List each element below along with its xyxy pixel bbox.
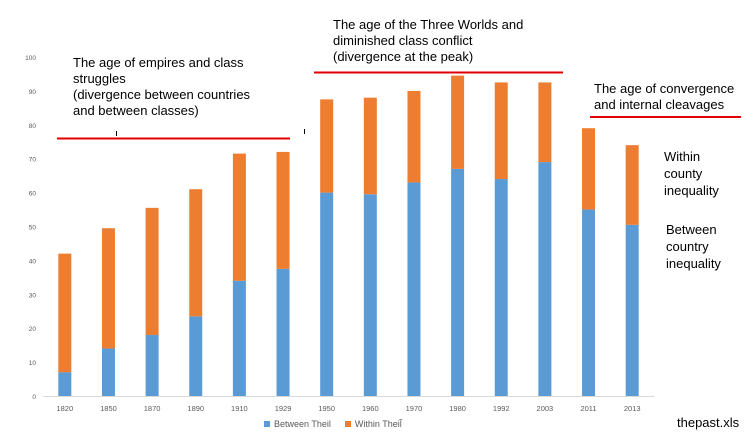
annotation-three-worlds: The age of the Three Worlds and diminish…: [333, 17, 523, 65]
annotation-empires-line-2: struggles: [73, 71, 126, 86]
legend-item-within: Within Theil̃: [344, 419, 402, 429]
annotation-empires-line-4: and between classes): [73, 103, 199, 118]
bar-between-1820: [58, 372, 72, 396]
y-tick-label: 20: [29, 326, 37, 333]
x-tick-label: 1870: [144, 404, 161, 413]
bar-between-1960: [363, 194, 377, 396]
annotation-three-worlds-line-1: The age of the Three Worlds and: [333, 17, 524, 32]
y-tick-label: 30: [29, 292, 37, 299]
legend-label-between: Between Theil: [274, 419, 331, 429]
legend-swatch-between: [264, 421, 270, 427]
legend-item-between: Between Theil: [264, 419, 331, 429]
bar-between-1929: [276, 268, 290, 396]
bar-within-2003: [538, 82, 552, 163]
bar-within-2013: [625, 145, 639, 225]
legend-label-within: Within Theil̃: [354, 419, 402, 429]
source-label: thepast.xls: [677, 415, 740, 430]
annotation-three-worlds-line-3: (divergence at the peak): [333, 49, 474, 64]
annotation-between-inequality: Between country inequality: [666, 221, 721, 272]
x-tick-label: 1890: [187, 404, 204, 413]
bar-within-1950: [320, 99, 334, 193]
annotation-within-inequality: Within county inequality: [664, 148, 719, 199]
bar-within-1890: [189, 189, 203, 317]
bar-between-1910: [232, 280, 246, 396]
y-tick-label: 0: [32, 394, 36, 401]
y-tick-label: 40: [29, 258, 37, 265]
annotation-convergence: The age of convergence and internal clea…: [594, 81, 734, 113]
bar-within-1980: [451, 75, 465, 169]
x-tick-label: 2011: [580, 404, 596, 413]
x-tick-label: 2013: [624, 404, 641, 413]
annotation-within-line-2: county: [664, 166, 703, 181]
annotation-empires-line-3: (divergence between countries: [73, 87, 251, 102]
annotation-between-line-3: inequality: [666, 256, 721, 271]
annotation-between-line-2: country: [666, 239, 709, 254]
bar-between-2003: [538, 162, 552, 396]
annotation-empires-line-1: The age of empires and class: [73, 55, 244, 70]
bar-between-1970: [407, 182, 421, 396]
bar-within-1870: [145, 207, 159, 335]
annotation-empires: The age of empires and class struggles (…: [73, 55, 250, 119]
bar-between-2011: [582, 209, 596, 396]
y-tick-label: 100: [25, 55, 36, 62]
annotation-convergence-line-2: and internal cleavages: [594, 97, 725, 112]
bar-between-1870: [145, 334, 159, 396]
bar-within-2011: [582, 128, 596, 210]
y-tick-label: 50: [29, 225, 37, 232]
bar-between-1980: [451, 168, 465, 396]
x-tick-label: 1950: [318, 404, 335, 413]
bar-between-1992: [494, 179, 508, 396]
bar-within-1960: [363, 97, 377, 195]
bar-within-1929: [276, 151, 290, 269]
bar-between-1850: [101, 348, 115, 396]
bar-within-1820: [58, 253, 72, 373]
x-tick-label: 1970: [406, 404, 423, 413]
x-tick-label: 1910: [231, 404, 248, 413]
x-tick-label: 1980: [449, 404, 466, 413]
y-tick-label: 70: [29, 157, 37, 164]
y-tick-label: 60: [29, 191, 37, 198]
y-tick-label: 80: [29, 123, 37, 130]
legend-swatch-within: [344, 421, 351, 427]
y-tick-label: 10: [29, 360, 37, 367]
bar-within-1850: [101, 228, 115, 349]
annotation-within-line-1: Within: [664, 149, 701, 164]
x-tick-label: 1820: [56, 404, 73, 413]
x-tick-label: 1850: [100, 404, 117, 413]
annotation-within-line-3: inequality: [664, 183, 719, 198]
x-tick-label: 1960: [362, 404, 379, 413]
x-tick-label: 1929: [275, 404, 292, 413]
y-tick-label: 90: [29, 89, 37, 96]
bar-between-1950: [320, 192, 334, 396]
bar-within-1970: [407, 90, 421, 183]
x-tick-label: 2003: [537, 404, 554, 413]
x-tick-label: 1992: [493, 404, 510, 413]
annotation-three-worlds-line-2: diminished class conflict: [333, 33, 473, 48]
annotation-convergence-line-1: The age of convergence: [594, 81, 735, 96]
bar-between-2013: [625, 224, 639, 396]
bar-within-1992: [494, 82, 508, 180]
bar-between-1890: [189, 316, 203, 396]
bar-within-1910: [232, 153, 246, 281]
chart-legend: Between Theil Within Theil̃: [264, 419, 416, 429]
annotation-between-line-1: Between: [666, 222, 717, 237]
